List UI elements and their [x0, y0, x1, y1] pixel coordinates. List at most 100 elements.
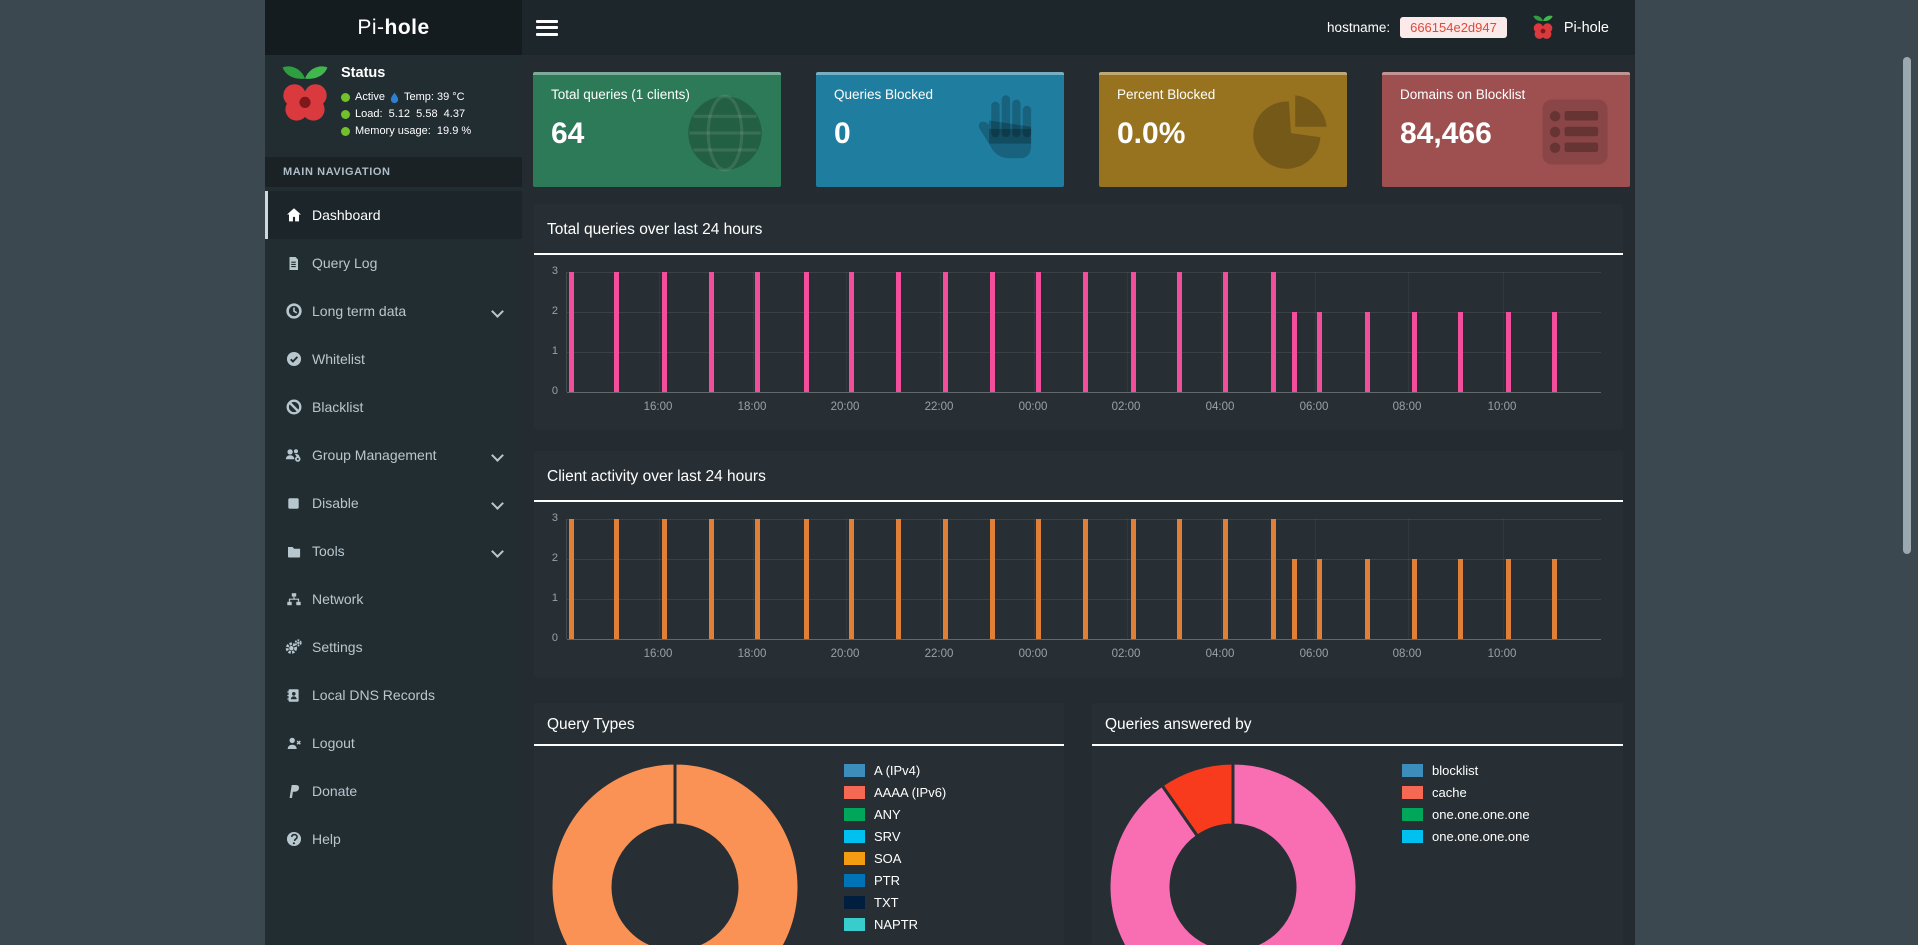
gridline-x [753, 272, 754, 392]
legend-label: NAPTR [874, 916, 919, 932]
card-value: 64 [551, 117, 585, 150]
sidebar-item-settings[interactable]: Settings [265, 623, 522, 671]
sidebar-item-dashboard[interactable]: Dashboard [265, 191, 522, 239]
sidebar: Status Active Temp: 39 °C Load: 5.12 5.5… [265, 55, 522, 945]
raspberry-icon [1533, 15, 1553, 39]
globe-icon [688, 94, 762, 172]
panel-query-types: Query Types A (IPv4) AAAA (IPv6) ANY SRV SOA… [534, 703, 1064, 945]
sidebar-item-network[interactable]: Network [265, 575, 522, 623]
legend-swatch [844, 829, 865, 843]
panel-title: Queries answered by [1092, 703, 1623, 746]
temperature-icon [390, 92, 399, 103]
x-axis: 16:00 18:00 20:00 22:00 00:00 02:00 04:00 06:00… [566, 401, 1600, 417]
legend-swatch [844, 895, 865, 909]
card-title: Queries Blocked [834, 87, 934, 102]
gridline-y-0 [567, 639, 1601, 640]
panel-total-queries-chart: Total queries over last 24 hours 0 1 2 3 16… [534, 204, 1623, 430]
gridline-x [1221, 519, 1222, 639]
bar-04:04 [1223, 272, 1228, 392]
bar-06:03 [1317, 312, 1322, 392]
status-load-row: Load: 5.12 5.58 4.37 [341, 106, 471, 123]
bar-16:04 [662, 272, 667, 392]
legend-item-txt[interactable]: TXT [844, 895, 946, 910]
chevron-down-icon [491, 305, 504, 318]
donut-chart [549, 761, 801, 945]
legend-item-cache[interactable]: cache [1402, 784, 1530, 800]
sidebar-item-donate[interactable]: Donate [265, 767, 522, 815]
legend-label: blocklist [1432, 762, 1479, 778]
legend-item-naptr[interactable]: NAPTR [844, 916, 946, 932]
bar-17:05 [709, 519, 714, 639]
page-scrollbar-thumb[interactable] [1903, 57, 1911, 554]
legend-item-one-one-one-one[interactable]: one.one.one.one [1402, 807, 1530, 822]
gridline-x [1503, 519, 1504, 639]
y-tick-label: 3 [551, 512, 558, 524]
sidebar-item-local-dns-records[interactable]: Local DNS Records [265, 671, 522, 719]
bar-15:03 [614, 272, 619, 392]
x-tick-label: 00:00 [1018, 648, 1048, 660]
card-total-queries: Total queries (1 clients) 64 [533, 72, 781, 187]
gridline-x [1221, 272, 1222, 392]
legend-swatch [844, 785, 865, 799]
legend-item-any[interactable]: ANY [844, 807, 946, 822]
gridline-x [1408, 519, 1409, 639]
gridline-x [940, 519, 941, 639]
gridline-x [1127, 519, 1128, 639]
legend-label: cache [1432, 784, 1467, 800]
bar-02:06 [1131, 272, 1136, 392]
panel-queries-answered-by: Queries answered by blocklist cache one.on… [1092, 703, 1623, 945]
gridline-x [846, 519, 847, 639]
sidebar-item-blacklist[interactable]: Blacklist [265, 383, 522, 431]
gridline-x [659, 272, 660, 392]
legend-item-blocklist[interactable]: blocklist [1402, 762, 1530, 778]
sidebar-item-help[interactable]: Help [265, 815, 522, 863]
legend-swatch [844, 873, 865, 887]
sidebar-item-disable[interactable]: Disable [265, 479, 522, 527]
gridline-x [1034, 272, 1035, 392]
user-times-icon [285, 735, 302, 752]
gears-icon [285, 639, 302, 656]
bar-01:04 [1083, 272, 1088, 392]
legend-item-ptr[interactable]: PTR [844, 872, 946, 888]
legend-item-srv[interactable]: SRV [844, 828, 946, 844]
bar-21:04 [896, 272, 901, 392]
bar-23:04 [990, 272, 995, 392]
sidebar-menu: Dashboard Query Log Long term data White… [265, 191, 522, 863]
card-domains-on-blocklist: Domains on Blocklist 84,466 [1382, 72, 1630, 187]
card-value: 0 [834, 117, 851, 150]
sidebar-item-long-term-data[interactable]: Long term data [265, 287, 522, 335]
legend-item-soa[interactable]: SOA [844, 851, 946, 866]
bar-20:04 [849, 519, 854, 639]
card-title: Percent Blocked [1117, 87, 1216, 102]
sidebar-item-whitelist[interactable]: Whitelist [265, 335, 522, 383]
y-tick-label: 1 [551, 345, 558, 357]
x-tick-label: 16:00 [643, 401, 673, 413]
legend-item-one-one-one-one[interactable]: one.one.one.one [1402, 828, 1530, 844]
ban-icon [285, 399, 302, 416]
donut-segment-0 [673, 761, 801, 945]
legend-label: SRV [874, 828, 901, 844]
card-queries-blocked: Queries Blocked 0 [816, 72, 1064, 187]
legend-label: one.one.one.one [1432, 828, 1530, 844]
legend-item-a-ipv4-[interactable]: A (IPv4) [844, 763, 946, 778]
sidebar-item-query-log[interactable]: Query Log [265, 239, 522, 287]
legend-label: PTR [874, 872, 900, 888]
status-active-row: Active Temp: 39 °C [341, 89, 471, 106]
bar-23:04 [990, 519, 995, 639]
x-tick-label: 18:00 [737, 648, 767, 660]
bar-10:05 [1506, 312, 1511, 392]
sidebar-item-group-management[interactable]: Group Management [265, 431, 522, 479]
raspberry-logo [282, 66, 328, 121]
status-ok-icon [341, 127, 350, 136]
gridline-x [846, 272, 847, 392]
sidebar-toggle-icon[interactable] [536, 19, 558, 36]
x-tick-label: 00:00 [1018, 401, 1048, 413]
y-tick-label: 2 [551, 552, 558, 564]
legend-item-aaaa-ipv6-[interactable]: AAAA (IPv6) [844, 785, 946, 800]
app-logo[interactable]: Pi-hole [265, 0, 522, 55]
status-panel: Status Active Temp: 39 °C Load: 5.12 5.5… [265, 55, 522, 157]
legend-swatch [1402, 807, 1423, 821]
sidebar-item-logout[interactable]: Logout [265, 719, 522, 767]
sidebar-item-tools[interactable]: Tools [265, 527, 522, 575]
